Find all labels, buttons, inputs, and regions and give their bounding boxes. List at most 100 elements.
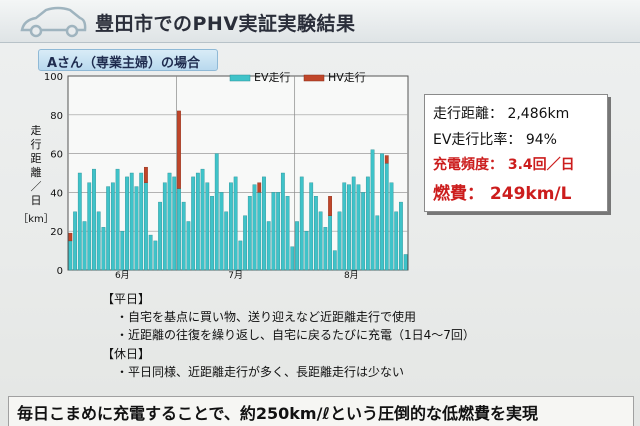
bar-ev (332, 250, 337, 271)
bar-ev (328, 215, 332, 271)
bar-ev (195, 172, 200, 271)
legend-ev-label: EV走行 (254, 71, 290, 84)
bar-ev (77, 172, 82, 271)
bar-hv (384, 155, 389, 164)
car-outline-icon (20, 6, 87, 38)
holiday-heading: 【休日】 (102, 347, 151, 361)
bar-ev (214, 153, 219, 271)
footer-text: 毎日こまめに充電することで、約250km/ℓという圧倒的な低燃費を実現 (17, 404, 538, 423)
weekday-note-1: ・自宅を基点に買い物、送り迎えなど近距離走行で使用 (116, 310, 417, 324)
x-tick-label: 8月 (344, 270, 359, 281)
subtitle-text: Aさん（専業主婦）の場合 (47, 56, 201, 71)
bar-ev (134, 186, 139, 271)
bar-ev (304, 230, 309, 271)
bar-ev (247, 196, 252, 271)
bar-ev (68, 240, 73, 271)
bar-ev (351, 176, 356, 271)
bar-ev (365, 176, 370, 271)
bar-ev (403, 254, 408, 271)
bar-ev (115, 168, 120, 271)
bar-ev (172, 176, 177, 271)
bar-ev (87, 182, 92, 271)
bar-hv (68, 232, 73, 242)
bar-ev (96, 211, 101, 271)
page-title: 豊田市でのPHV実証実験結果 (95, 13, 356, 35)
bar-ev (309, 182, 314, 271)
y-tick-label: 40 (50, 188, 63, 199)
distance-value: 走行距離： 2,486km (433, 106, 570, 122)
weekday-note-2: ・近距離の往復を繰り返し、自宅に戻るたびに充電（1日4～7回） (116, 328, 475, 342)
bar-ev (394, 211, 399, 271)
y-axis-title: 走行距離／日 (31, 124, 42, 207)
holiday-note-1: ・平日同様、近距離走行が多く、長距離走行は少ない (116, 365, 405, 379)
y-tick-label: 80 (50, 111, 63, 122)
header-bar: 豊田市でのPHV実証実験結果 (0, 0, 640, 43)
bar-ev (167, 172, 172, 271)
bar-ev (210, 196, 214, 271)
bar-ev (276, 192, 281, 271)
bar-ev (129, 172, 134, 271)
bar-ev (144, 182, 148, 271)
charge-frequency-value: 充電頻度： 3.4回／日 (433, 157, 575, 173)
bar-ev (262, 176, 266, 271)
bar-ev (205, 182, 210, 271)
bar-ev (399, 201, 403, 271)
footer-banner: 毎日こまめに充電することで、約250km/ℓという圧倒的な低燃費を実現 (8, 396, 634, 426)
summary-box: 走行距離： 2,486km EV走行比率： 94% 充電頻度： 3.4回／日 燃… (424, 94, 608, 212)
x-tick-label: 6月 (115, 270, 130, 281)
bar-ev (295, 221, 299, 271)
bar-ev (110, 182, 115, 271)
bar-ev (356, 184, 361, 271)
bar-ev (158, 201, 162, 271)
bar-ev (233, 176, 238, 271)
bar-ev (229, 182, 233, 271)
bar-ev (181, 201, 186, 271)
bar-ev (153, 240, 158, 271)
bar-ev (370, 149, 375, 271)
legend-hv-swatch (303, 74, 325, 82)
x-axis-month-labels: 6月 7月 8月 (115, 270, 359, 281)
bar-ev (380, 153, 384, 271)
bar-ev (219, 192, 224, 271)
bar-ev (323, 227, 328, 271)
bar-ev (314, 196, 318, 271)
bar-hv (144, 166, 148, 183)
bar-ev (318, 211, 323, 271)
bar-ev (139, 172, 144, 271)
bar-ev (257, 192, 262, 271)
x-tick-label: 7月 (228, 270, 243, 281)
bar-ev (125, 176, 129, 271)
plot-area (67, 75, 409, 271)
subtitle-banner: Aさん（専業主婦）の場合 (38, 49, 218, 71)
grid-lines (68, 76, 408, 270)
chart: 0 20 40 60 80 100 6月 7月 8月 EV走行 HV走行 走行距離／日 ［km… (18, 71, 409, 281)
bar-series (68, 110, 408, 271)
bar-ev (238, 240, 243, 271)
bar-ev (92, 168, 96, 271)
weekday-heading: 【平日】 (102, 292, 151, 306)
bar-ev (290, 246, 295, 271)
bar-ev (384, 163, 389, 271)
legend: EV走行 HV走行 (229, 71, 366, 84)
y-tick-label: 60 (50, 150, 63, 161)
bar-ev (82, 221, 87, 271)
bar-ev (243, 215, 247, 271)
bar-hv (177, 110, 181, 189)
bar-ev (106, 186, 111, 271)
y-tick-label: 100 (44, 72, 63, 83)
bar-hv (328, 196, 332, 216)
fuel-economy-value: 燃費： 249km/L (433, 184, 572, 204)
ev-ratio-value: EV走行比率： 94% (433, 132, 557, 148)
bar-ev (224, 211, 229, 271)
bar-ev (162, 182, 167, 271)
bar-ev (73, 211, 77, 271)
bar-ev (101, 227, 106, 271)
y-axis-unit: ［km］ (18, 213, 54, 225)
bar-ev (266, 221, 271, 271)
y-tick-label: 20 (50, 227, 63, 238)
bar-ev (337, 211, 342, 271)
bar-ev (361, 192, 366, 271)
y-axis-label: 走行距離／日 ［km］ (18, 124, 54, 225)
bar-ev (299, 176, 304, 271)
